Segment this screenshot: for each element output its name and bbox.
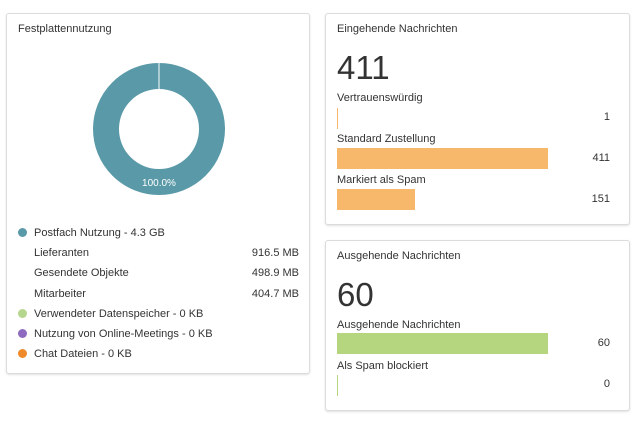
mailbox-row-suppliers: Lieferanten 916.5 MB — [34, 247, 299, 259]
row-label: Mitarbeiter — [34, 288, 86, 300]
disk-usage-title: Festplattennutzung — [18, 23, 112, 35]
outgoing-total: 60 — [337, 276, 374, 313]
metric-value-blocked-spam: 0 — [603, 378, 610, 390]
legend-label-data-storage: Verwendeter Datenspeicher - 0 KB — [34, 308, 204, 320]
legend-dot-mailbox — [18, 228, 27, 237]
donut-percent-label: 100.0% — [142, 178, 176, 189]
metric-label-blocked-spam: Als Spam blockiert — [337, 360, 429, 372]
legend-item-data-storage[interactable]: Verwendeter Datenspeicher - 0 KB — [18, 308, 203, 320]
disk-usage-card: Festplattennutzung 100.0% Postfach Nutzu… — [6, 13, 310, 374]
metric-value-trusted: 1 — [603, 111, 610, 123]
metric-value-marked-spam: 151 — [591, 193, 610, 205]
legend-label-chat-files: Chat Dateien - 0 KB — [34, 348, 132, 360]
bar-marked-spam[interactable] — [337, 189, 593, 210]
incoming-messages-title: Eingehende Nachrichten — [337, 23, 458, 35]
bar-fill-standard-delivery — [337, 148, 548, 169]
metric-value-standard-delivery: 411 — [592, 152, 610, 164]
bar-fill-outgoing — [337, 333, 548, 354]
row-value: 404.7 MB — [251, 288, 299, 300]
bar-standard-delivery[interactable] — [337, 148, 593, 169]
bar-fill-blocked-spam — [337, 375, 338, 396]
bar-fill-trusted — [337, 108, 338, 129]
legend-label-mailbox: Postfach Nutzung - 4.3 GB — [34, 227, 165, 239]
outgoing-messages-title: Ausgehende Nachrichten — [337, 250, 461, 262]
bar-fill-marked-spam — [337, 189, 415, 210]
outgoing-messages-card: Ausgehende Nachrichten 60 Ausgehende Nac… — [325, 240, 630, 411]
legend-dot-chat-files — [18, 349, 27, 358]
bar-outgoing[interactable] — [337, 333, 593, 354]
legend-dot-data-storage — [18, 309, 27, 318]
legend-item-chat-files[interactable]: Chat Dateien - 0 KB — [18, 348, 132, 360]
row-label: Lieferanten — [34, 247, 90, 259]
legend-item-mailbox[interactable]: Postfach Nutzung - 4.3 GB — [18, 227, 165, 239]
metric-label-trusted: Vertrauenswürdig — [337, 92, 423, 104]
bar-blocked-spam[interactable] — [337, 375, 593, 396]
incoming-total: 411 — [337, 49, 390, 86]
metric-label-outgoing: Ausgehende Nachrichten — [337, 319, 461, 331]
row-value: 916.5 MB — [251, 247, 299, 259]
metric-label-standard-delivery: Standard Zustellung — [337, 133, 436, 145]
mailbox-row-employees: Mitarbeiter 404.7 MB — [34, 288, 299, 300]
row-label: Gesendete Objekte — [34, 267, 129, 279]
legend-dot-online-meetings — [18, 329, 27, 338]
legend-label-online-meetings: Nutzung von Online-Meetings - 0 KB — [34, 328, 213, 340]
bar-trusted[interactable] — [337, 108, 593, 129]
row-value: 498.9 MB — [251, 267, 299, 279]
metric-value-outgoing: 60 — [597, 337, 610, 349]
donut-segment-mailbox[interactable] — [93, 63, 225, 195]
mailbox-row-sent-items: Gesendete Objekte 498.9 MB — [34, 267, 299, 279]
disk-usage-donut-chart: 100.0% — [93, 63, 225, 195]
incoming-messages-card: Eingehende Nachrichten 411 Vertrauenswür… — [325, 13, 630, 225]
legend-item-online-meetings[interactable]: Nutzung von Online-Meetings - 0 KB — [18, 328, 213, 340]
metric-label-marked-spam: Markiert als Spam — [337, 174, 426, 186]
